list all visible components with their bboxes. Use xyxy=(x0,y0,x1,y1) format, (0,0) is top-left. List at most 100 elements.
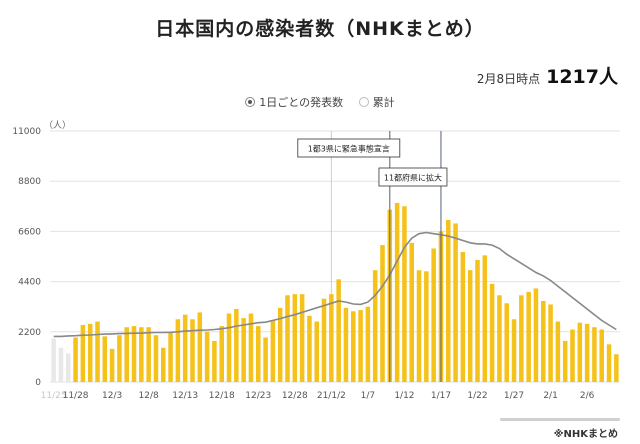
bar xyxy=(80,324,86,382)
bar xyxy=(124,327,129,382)
bar xyxy=(226,313,232,382)
chart-scrollbar[interactable] xyxy=(500,418,620,421)
bar xyxy=(285,295,290,382)
bar xyxy=(584,323,590,382)
y-tick-label: 2200 xyxy=(18,328,41,338)
bar xyxy=(87,323,93,382)
bar xyxy=(489,283,495,382)
bar xyxy=(460,251,466,382)
moving-average-line xyxy=(53,231,617,338)
bar xyxy=(358,310,363,382)
bar xyxy=(131,326,137,382)
bar xyxy=(351,311,356,382)
x-tick-label: 1/22 xyxy=(467,391,487,401)
bar xyxy=(606,344,612,382)
bar xyxy=(73,337,78,382)
y-tick-label: 8800 xyxy=(18,177,41,187)
event-callout-label: 1都3県に緊急事態宣言 xyxy=(308,144,390,154)
x-tick-label: 12/13 xyxy=(172,391,198,401)
bar xyxy=(234,308,239,382)
bar xyxy=(139,327,144,382)
bar xyxy=(161,347,166,382)
bar xyxy=(66,353,71,382)
source-note: ※NHKまとめ xyxy=(553,429,618,440)
x-tick-label: 2/6 xyxy=(580,391,595,401)
bar xyxy=(343,307,349,382)
bar xyxy=(467,270,473,382)
bar xyxy=(146,327,151,382)
bar xyxy=(614,354,619,382)
y-tick-label: 11000 xyxy=(12,127,41,137)
x-tick-label: 2/1 xyxy=(543,391,557,401)
bar xyxy=(519,295,524,382)
legend-cumulative-label: 累計 xyxy=(372,96,395,109)
bar xyxy=(548,304,553,382)
bar xyxy=(336,279,341,382)
bar xyxy=(526,291,531,382)
bar xyxy=(562,340,568,382)
y-tick-label: 0 xyxy=(35,378,41,388)
bar xyxy=(577,322,583,382)
x-tick-label: 21/1/2 xyxy=(317,391,346,401)
bar xyxy=(497,295,502,382)
bar xyxy=(570,329,575,382)
bar xyxy=(292,294,298,382)
x-tick-label: 12/28 xyxy=(282,391,308,401)
bar xyxy=(541,300,546,382)
bar xyxy=(475,259,480,382)
bar xyxy=(482,255,488,382)
x-tick-label: 12/23 xyxy=(245,391,271,401)
bar xyxy=(117,335,122,382)
bar xyxy=(446,219,451,382)
bar xyxy=(599,329,604,382)
legend-daily[interactable]: 1日ごとの発表数 xyxy=(245,94,343,110)
event-callout-label: 11都府県に拡大 xyxy=(384,173,442,183)
bar xyxy=(402,206,407,382)
x-tick-label: 12/3 xyxy=(102,391,122,401)
y-unit-label: （人） xyxy=(44,120,71,131)
bar xyxy=(204,331,210,382)
bar xyxy=(109,348,115,382)
bar xyxy=(219,326,224,382)
bar xyxy=(51,338,56,382)
bar xyxy=(307,315,312,382)
bar xyxy=(555,321,561,382)
bar xyxy=(270,320,276,382)
bar xyxy=(504,303,509,382)
bar xyxy=(197,312,203,382)
bar xyxy=(365,306,371,382)
bar xyxy=(241,318,246,382)
bar xyxy=(314,321,319,382)
bar xyxy=(416,270,422,382)
bar xyxy=(431,248,436,382)
bar xyxy=(212,340,217,382)
x-tick-label: 12/8 xyxy=(139,391,159,401)
as-of-total: 1217人 xyxy=(546,66,618,88)
bar xyxy=(248,313,254,382)
event-callout-box xyxy=(378,167,448,187)
bar xyxy=(533,288,539,382)
y-tick-label: 6600 xyxy=(18,227,41,237)
chart-title: 日本国内の感染者数（NHKまとめ） xyxy=(155,18,485,40)
bar xyxy=(95,321,100,382)
bar xyxy=(321,298,327,382)
bar xyxy=(102,336,108,382)
x-tick-label: 1/17 xyxy=(431,391,451,401)
legend: 1日ごとの発表数 累計 xyxy=(0,94,640,110)
bar xyxy=(409,242,414,382)
bar xyxy=(190,319,195,382)
bar xyxy=(58,347,64,382)
bar xyxy=(263,337,268,382)
as-of-date: 2月8日時点 xyxy=(476,72,541,86)
radio-unselected-icon xyxy=(358,97,369,107)
legend-cumulative[interactable]: 累計 xyxy=(358,94,395,110)
bar xyxy=(168,332,173,382)
x-tick-label: 1/7 xyxy=(361,391,375,401)
y-tick-label: 4400 xyxy=(18,278,41,288)
bar xyxy=(175,319,181,382)
x-tick-label: 12/18 xyxy=(209,391,235,401)
x-tick-label: 11/28 xyxy=(63,391,89,401)
bar xyxy=(511,319,517,382)
bar xyxy=(372,270,378,382)
